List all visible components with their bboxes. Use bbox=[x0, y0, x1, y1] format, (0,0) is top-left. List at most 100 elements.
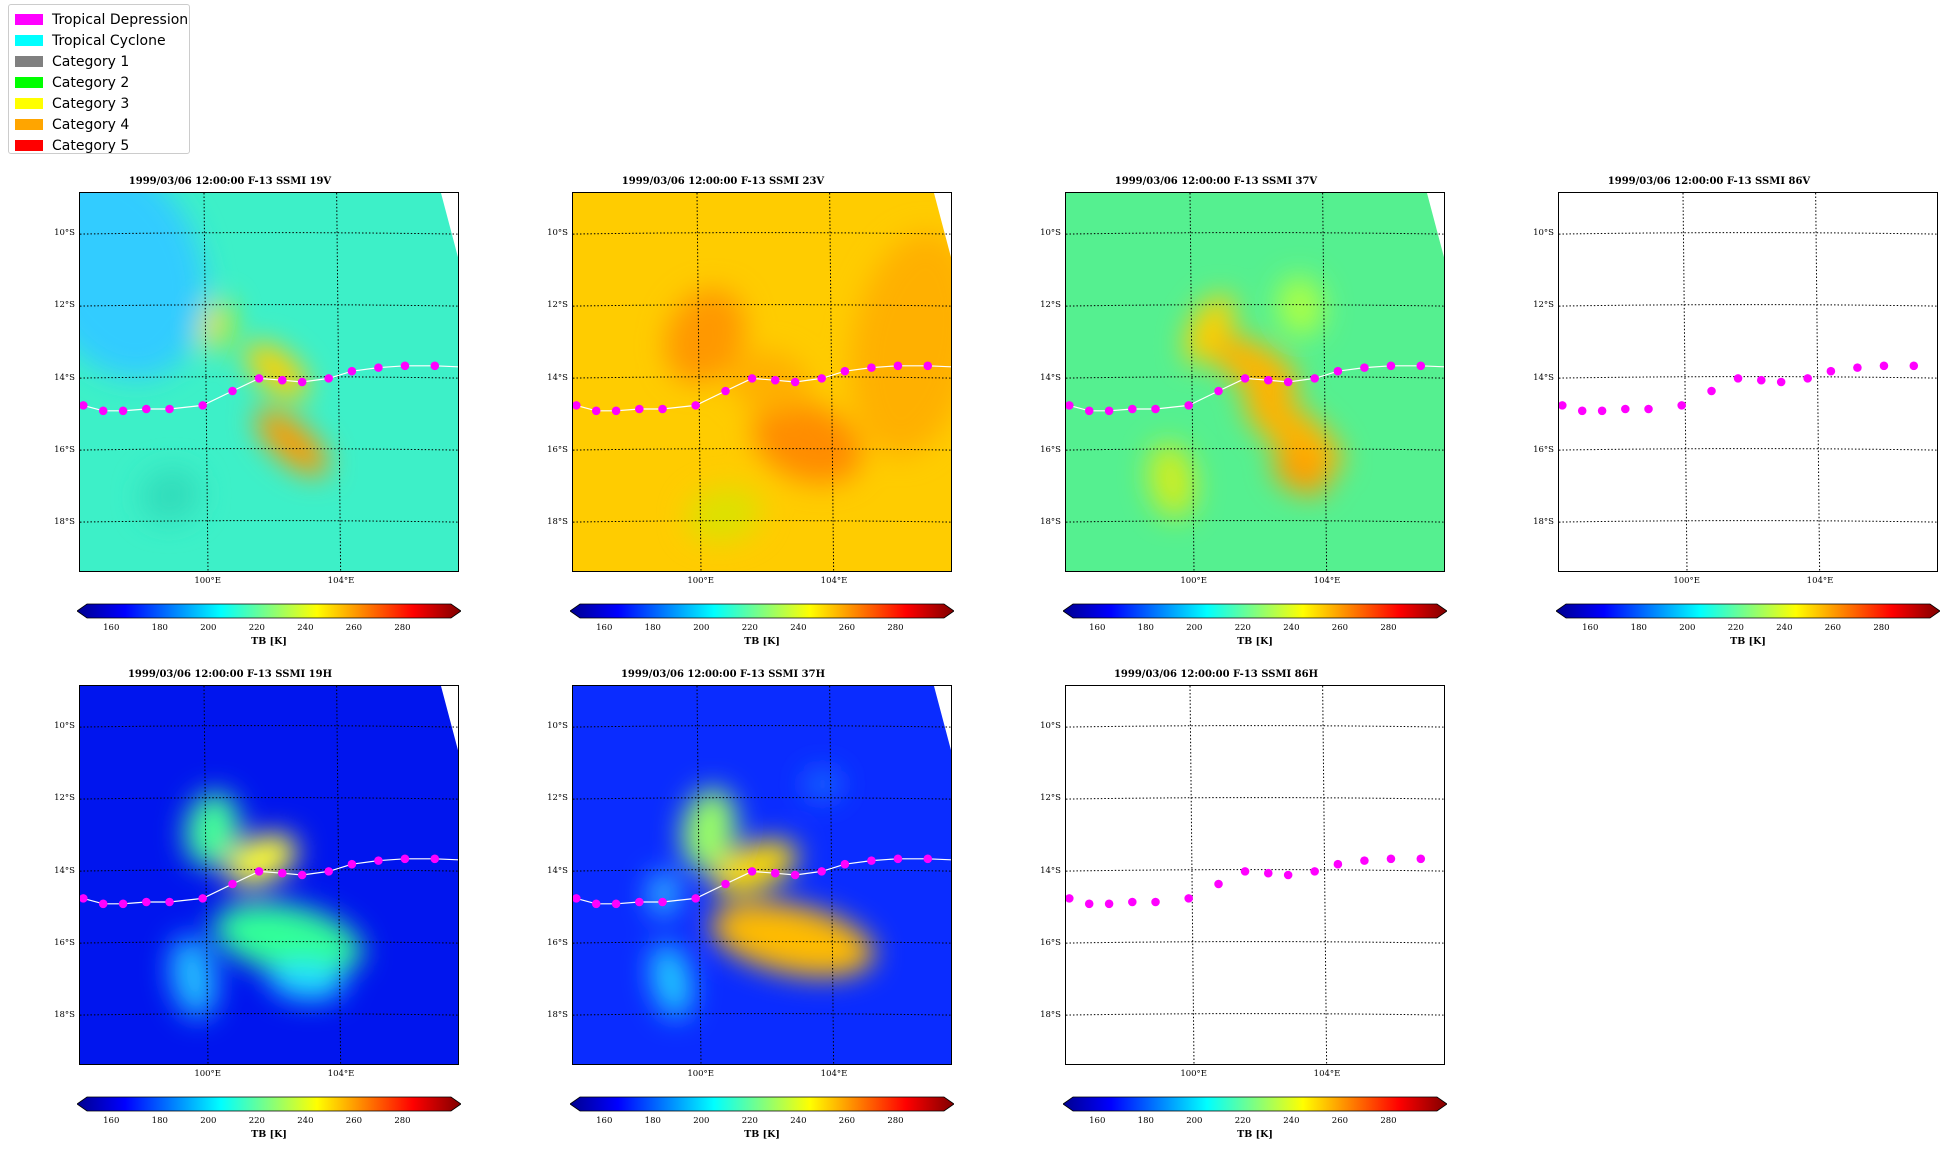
legend-swatch bbox=[15, 140, 43, 151]
legend-item: Category 1 bbox=[15, 51, 183, 72]
tb-feature bbox=[682, 788, 737, 871]
longitude-tick-label: 104°E bbox=[820, 1069, 848, 1079]
map-panel: 1999/03/06 12:00:00 F-13 SSMI 19V 10°S 12°… bbox=[0, 176, 461, 676]
parallel-gridline bbox=[1559, 304, 1937, 307]
parallel-gridline bbox=[80, 448, 458, 451]
longitude-tick-label: 100°E bbox=[194, 576, 221, 586]
track-point bbox=[1826, 366, 1836, 376]
track-point bbox=[747, 374, 757, 383]
colorbar-tick-label: 200 bbox=[1186, 1116, 1203, 1126]
tb-feature bbox=[213, 902, 363, 977]
track-point bbox=[573, 401, 581, 410]
latitude-tick-label: 12°S bbox=[547, 300, 568, 311]
legend-swatch bbox=[15, 56, 43, 67]
track-point bbox=[867, 856, 876, 865]
track-point bbox=[1084, 899, 1094, 909]
colorbar-tick-label: 220 bbox=[741, 623, 758, 633]
colorbar-tick-label: 180 bbox=[1137, 623, 1154, 633]
legend-swatch bbox=[15, 119, 43, 130]
track-point bbox=[277, 375, 287, 385]
track-point bbox=[658, 897, 667, 907]
track-point bbox=[1214, 879, 1223, 889]
latitude-tick-label: 14°S bbox=[54, 865, 75, 876]
colorbar-tick-label: 260 bbox=[838, 623, 856, 633]
colorbar-tick-label: 180 bbox=[644, 1116, 661, 1126]
colorbar-tick-label: 180 bbox=[644, 623, 661, 633]
panel-title: 1999/03/06 12:00:00 F-13 SSMI 37H bbox=[620, 669, 826, 680]
latitude-tick-label: 14°S bbox=[547, 372, 568, 383]
colorbar-label: TB [K] bbox=[744, 1129, 780, 1140]
track-point bbox=[1879, 361, 1889, 371]
track-point bbox=[1240, 374, 1250, 383]
colorbar-gradient bbox=[570, 1096, 954, 1112]
track-point bbox=[374, 856, 383, 865]
latitude-tick-label: 14°S bbox=[1040, 865, 1061, 876]
track-point bbox=[591, 899, 601, 909]
tb-feature bbox=[850, 232, 951, 457]
track-point bbox=[118, 899, 128, 909]
colorbar-gradient bbox=[1063, 603, 1447, 619]
latitude-tick-label: 12°S bbox=[54, 300, 75, 311]
tb-feature bbox=[648, 871, 679, 917]
colorbar bbox=[77, 1096, 461, 1112]
map-frame bbox=[572, 685, 952, 1065]
track-point bbox=[691, 401, 700, 410]
meridian-gridline bbox=[1189, 193, 1195, 571]
map-frame bbox=[1558, 192, 1938, 572]
colorbar-tick-label: 240 bbox=[1283, 1116, 1300, 1126]
track-point bbox=[635, 404, 644, 414]
parallel-gridline bbox=[573, 1013, 951, 1016]
colorbar-gradient bbox=[77, 1096, 461, 1112]
longitude-tick-label: 100°E bbox=[194, 1069, 221, 1079]
track-point bbox=[98, 899, 108, 909]
legend-swatch bbox=[15, 98, 43, 109]
track-point bbox=[635, 897, 644, 907]
map-frame bbox=[1065, 685, 1445, 1065]
longitude-tick-label: 100°E bbox=[1180, 576, 1207, 586]
tb-feature bbox=[80, 193, 206, 379]
track-point bbox=[1333, 366, 1343, 376]
track-point bbox=[430, 361, 440, 371]
latitude-tick-label: 18°S bbox=[547, 517, 568, 528]
parallel-gridline bbox=[573, 941, 951, 944]
parallel-gridline bbox=[80, 725, 458, 728]
track-point bbox=[1360, 856, 1369, 865]
parallel-gridline bbox=[1066, 304, 1444, 307]
latitude-tick-label: 10°S bbox=[1533, 227, 1554, 238]
track-point bbox=[165, 897, 174, 907]
colorbar-tick-label: 220 bbox=[741, 1116, 758, 1126]
track-point bbox=[923, 854, 933, 864]
colorbar-tick-label: 280 bbox=[1873, 623, 1890, 633]
track-point bbox=[254, 867, 264, 876]
brightness-temperature-map bbox=[573, 193, 951, 571]
meridian-gridline bbox=[1682, 193, 1688, 571]
parallel-gridline bbox=[1066, 797, 1444, 800]
tb-feature bbox=[1272, 450, 1329, 496]
track-point bbox=[1263, 375, 1273, 385]
latitude-tick-label: 10°S bbox=[547, 720, 568, 731]
track-point bbox=[591, 406, 601, 416]
track-point bbox=[98, 406, 108, 416]
panel-title: 1999/03/06 12:00:00 F-13 SSMI 86V bbox=[1607, 176, 1811, 187]
track-point bbox=[297, 870, 307, 880]
colorbar-tick-label: 160 bbox=[596, 623, 613, 633]
track-point bbox=[1151, 897, 1160, 907]
track-point bbox=[840, 859, 850, 869]
track-point bbox=[1084, 406, 1094, 416]
track-point bbox=[1677, 401, 1686, 410]
track-point bbox=[400, 361, 410, 371]
swath-edge bbox=[440, 193, 458, 258]
parallel-gridline bbox=[573, 869, 951, 872]
latitude-tick-label: 12°S bbox=[1040, 793, 1061, 804]
latitude-tick-label: 14°S bbox=[1533, 372, 1554, 383]
parallel-gridline bbox=[1559, 232, 1937, 235]
tb-feature bbox=[245, 342, 308, 399]
parallel-gridline bbox=[80, 1013, 458, 1016]
panel-title: 1999/03/06 12:00:00 F-13 SSMI 23V bbox=[621, 176, 825, 187]
tb-feature bbox=[665, 289, 746, 384]
meridian-gridline bbox=[336, 193, 342, 571]
track-point bbox=[1128, 404, 1137, 414]
panel-title: 1999/03/06 12:00:00 F-13 SSMI 19V bbox=[128, 176, 332, 187]
brightness-temperature-map bbox=[1066, 193, 1444, 571]
track-point bbox=[142, 897, 151, 907]
